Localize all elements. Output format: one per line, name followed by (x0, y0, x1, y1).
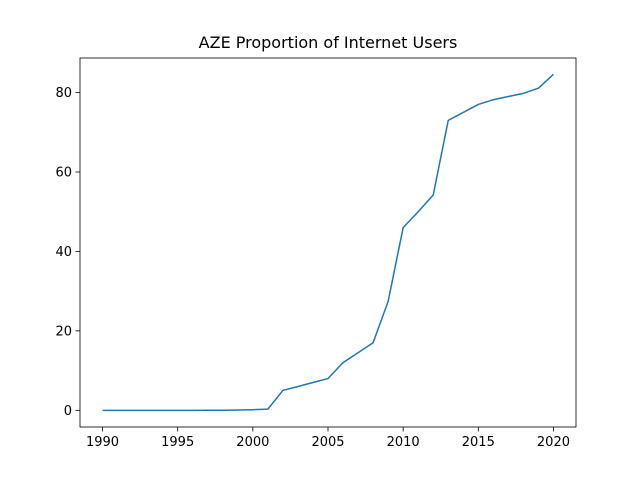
x-tick-label: 2000 (236, 435, 269, 450)
y-tick-label: 40 (55, 245, 72, 260)
y-tick-label: 60 (55, 165, 72, 180)
x-tick-label: 2020 (537, 435, 570, 450)
plot-area: 1990 1995 2000 2005 2010 2015 2020 0 20 40 60 80 (55, 57, 577, 450)
y-tick-label: 0 (64, 404, 72, 419)
x-tick-label: 2015 (462, 435, 495, 450)
series-line-0 (102, 73, 554, 412)
x-tick-label: 1995 (161, 435, 194, 450)
chart-title: AZE Proportion of Internet Users (199, 33, 458, 52)
x-tick-label: 2005 (311, 435, 344, 450)
y-tick-label: 20 (55, 324, 72, 339)
x-tick-label: 1990 (86, 435, 119, 450)
x-tick-label: 2010 (387, 435, 420, 450)
y-tick-label: 80 (55, 86, 72, 101)
